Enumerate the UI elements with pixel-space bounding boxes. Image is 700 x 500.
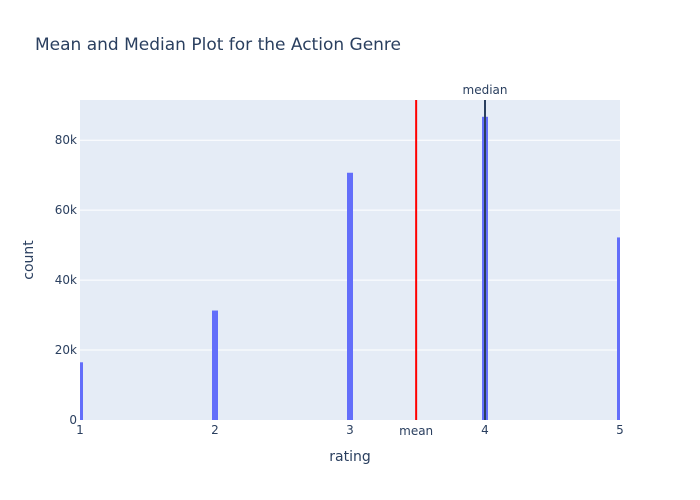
y-axis-ticks: 0 20k 40k 60k 80k — [55, 133, 77, 427]
x-tick-label: 4 — [481, 423, 489, 437]
y-axis-title: count — [21, 240, 37, 280]
y-tick-label: 80k — [55, 133, 77, 147]
x-tick-label: 1 — [76, 423, 84, 437]
y-tick-label: 40k — [55, 273, 77, 287]
x-tick-label: 5 — [616, 423, 624, 437]
x-axis-title: rating — [329, 449, 370, 465]
bar — [347, 172, 353, 420]
mean-label: mean — [399, 424, 433, 438]
bar — [80, 362, 83, 420]
y-tick-label: 0 — [69, 413, 77, 427]
y-tick-label: 20k — [55, 343, 77, 357]
bar — [212, 310, 218, 420]
reference-lines: mean median — [399, 83, 507, 438]
bar — [617, 237, 620, 420]
chart-title: Mean and Median Plot for the Action Genr… — [35, 35, 401, 55]
x-axis-ticks: 1 2 3 4 5 — [76, 423, 624, 437]
x-tick-label: 3 — [346, 423, 354, 437]
x-tick-label: 2 — [211, 423, 219, 437]
y-tick-label: 60k — [55, 203, 77, 217]
median-label: median — [463, 83, 508, 97]
